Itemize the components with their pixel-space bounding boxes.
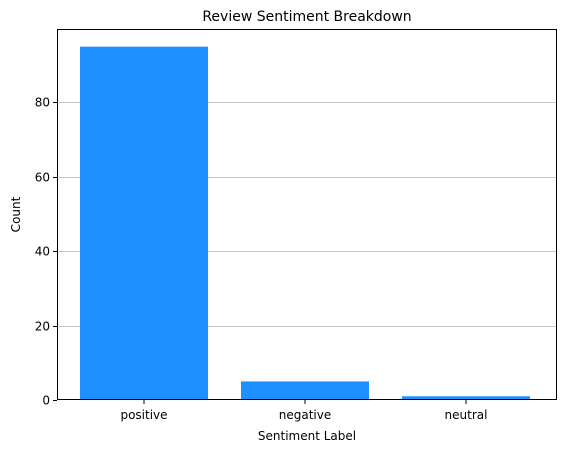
bar-neutral bbox=[402, 396, 530, 400]
x-tick-label-negative: negative bbox=[279, 408, 331, 422]
y-axis: 0 20 40 60 80 bbox=[35, 96, 57, 408]
y-axis-label: Count bbox=[9, 196, 23, 232]
x-axis-label: Sentiment Label bbox=[258, 429, 356, 443]
x-tick-label-positive: positive bbox=[120, 408, 167, 422]
bar-negative bbox=[241, 381, 369, 400]
y-tick-label: 20 bbox=[35, 320, 50, 334]
x-axis: positive negative neutral bbox=[120, 400, 487, 422]
plot-frame bbox=[57, 29, 557, 400]
bars bbox=[80, 46, 530, 401]
x-tick-label-neutral: neutral bbox=[445, 408, 488, 422]
y-tick-label: 0 bbox=[42, 394, 50, 408]
y-tick-label: 40 bbox=[35, 245, 50, 259]
y-tick-label: 60 bbox=[35, 171, 50, 185]
chart-title: Review Sentiment Breakdown bbox=[202, 9, 411, 25]
y-tick-label: 80 bbox=[35, 96, 50, 110]
bar-positive bbox=[80, 46, 208, 401]
